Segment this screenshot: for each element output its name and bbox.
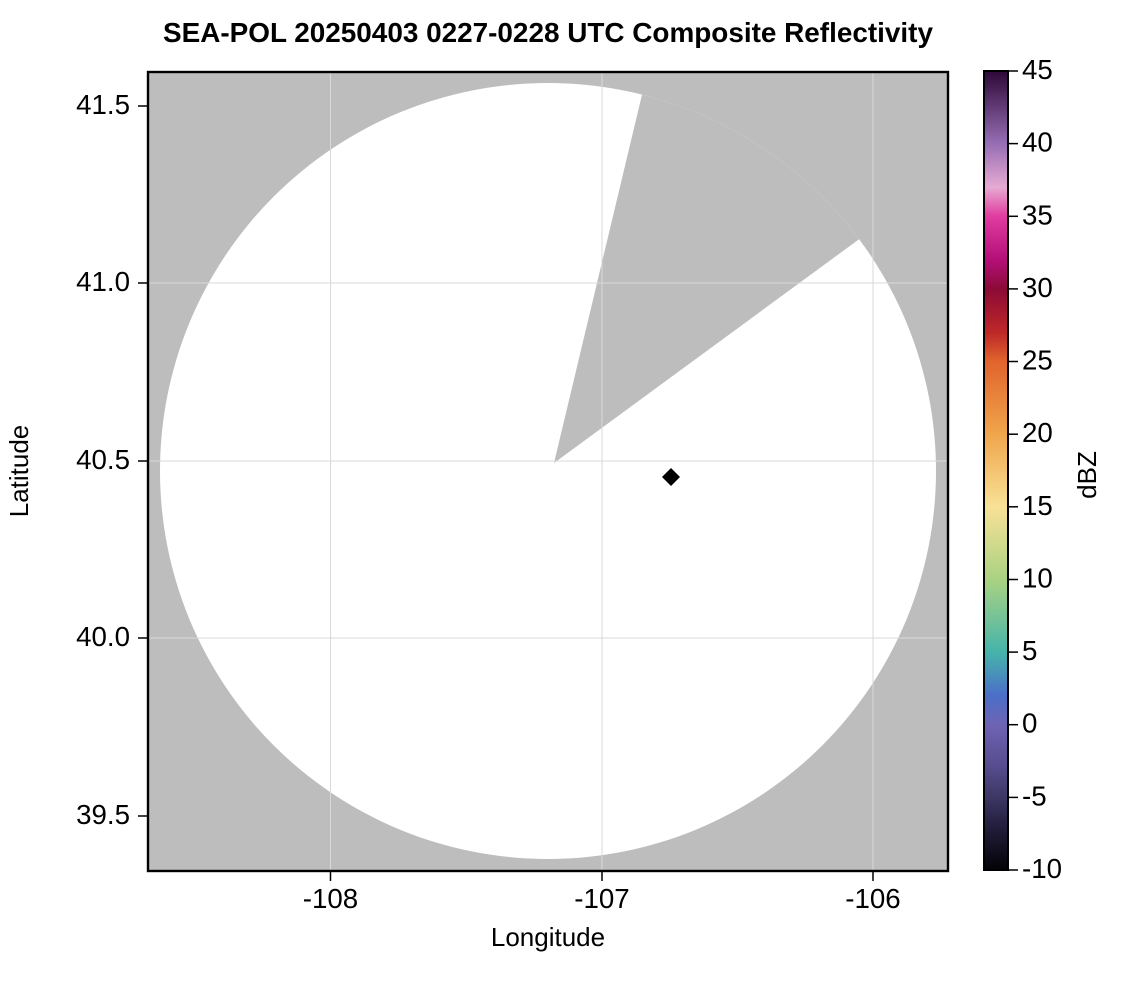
svg-text:20: 20 xyxy=(1022,417,1053,448)
svg-text:0: 0 xyxy=(1022,708,1037,739)
svg-text:25: 25 xyxy=(1022,345,1053,376)
svg-text:-108: -108 xyxy=(303,883,358,914)
svg-text:dBZ: dBZ xyxy=(1072,451,1102,499)
svg-text:40: 40 xyxy=(1022,127,1053,158)
svg-text:-5: -5 xyxy=(1022,780,1047,811)
svg-text:45: 45 xyxy=(1022,54,1053,85)
svg-text:Longitude: Longitude xyxy=(491,922,605,952)
svg-text:15: 15 xyxy=(1022,490,1053,521)
svg-text:41.5: 41.5 xyxy=(76,89,130,120)
svg-text:-107: -107 xyxy=(574,883,629,914)
svg-text:-10: -10 xyxy=(1022,853,1062,884)
svg-text:10: 10 xyxy=(1022,563,1053,594)
svg-text:41.0: 41.0 xyxy=(76,266,130,297)
svg-text:40.5: 40.5 xyxy=(76,444,130,475)
svg-text:39.5: 39.5 xyxy=(76,799,130,830)
svg-text:30: 30 xyxy=(1022,272,1053,303)
svg-text:Latitude: Latitude xyxy=(4,425,34,518)
svg-text:SEA-POL 20250403 0227-0228 UTC: SEA-POL 20250403 0227-0228 UTC Composite… xyxy=(163,17,933,48)
svg-text:5: 5 xyxy=(1022,635,1037,666)
svg-text:35: 35 xyxy=(1022,199,1053,230)
svg-text:-106: -106 xyxy=(845,883,900,914)
svg-text:40.0: 40.0 xyxy=(76,621,130,652)
